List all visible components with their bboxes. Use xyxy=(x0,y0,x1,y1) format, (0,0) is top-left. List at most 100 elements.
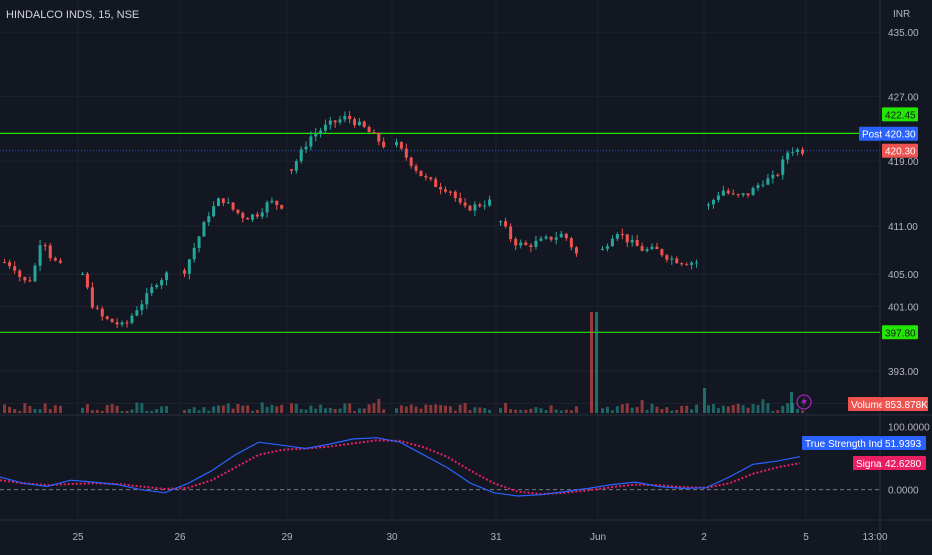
volume-bar xyxy=(605,406,609,413)
volume-bar xyxy=(85,404,89,413)
volume-bar xyxy=(13,409,17,413)
candle-body xyxy=(488,199,492,206)
candle-body xyxy=(333,120,337,123)
candle-body xyxy=(559,233,563,238)
volume-bar xyxy=(695,404,699,413)
price-tick-label: 401.00 xyxy=(888,302,919,313)
volume-bar xyxy=(130,409,134,413)
candle-body xyxy=(439,187,443,190)
volume-bar xyxy=(100,410,104,413)
candle-body xyxy=(100,308,104,317)
time-tick-label: 2 xyxy=(701,532,707,543)
volume-bar xyxy=(382,409,386,413)
volume-bar xyxy=(751,404,755,413)
indicator-tick-label: 100.0000 xyxy=(888,422,930,433)
candle-body xyxy=(544,236,548,239)
candle-body xyxy=(650,246,654,250)
volume-bar xyxy=(23,403,27,413)
candle-body xyxy=(270,200,274,203)
currency-label: INR xyxy=(893,9,911,20)
candle-body xyxy=(615,234,619,239)
post-price-tag-text: 420.30 xyxy=(885,130,916,141)
volume-bar xyxy=(333,409,337,413)
candle-body xyxy=(221,198,225,203)
volume-bar xyxy=(509,409,513,413)
candle-body xyxy=(564,233,568,239)
volume-bar xyxy=(58,405,62,413)
candle-body xyxy=(81,273,84,275)
candle-body xyxy=(130,315,134,323)
level-tag-lower: 397.80 xyxy=(882,325,918,340)
volume-bar xyxy=(212,406,216,413)
volume-bar xyxy=(202,407,206,413)
signal-value-tag-text: 42.6280 xyxy=(885,459,922,470)
candle-body xyxy=(382,141,386,148)
candle-body xyxy=(251,214,254,220)
volume-bar xyxy=(145,410,149,413)
volume-bar xyxy=(140,403,144,413)
candle-body xyxy=(48,245,52,259)
level-tag-upper: 422.45 xyxy=(882,107,918,122)
volume-bar xyxy=(81,407,84,413)
candle-body xyxy=(519,242,523,246)
candle-body xyxy=(314,133,318,137)
candle-body xyxy=(18,270,22,278)
volume-bar xyxy=(8,406,12,413)
volume-bar xyxy=(690,409,694,413)
candle-body xyxy=(463,202,467,206)
volume-bar xyxy=(309,405,313,413)
candle-body xyxy=(761,184,765,186)
volume-bar xyxy=(655,406,659,413)
candle-body xyxy=(212,206,216,217)
level-tag-lower-bg xyxy=(882,325,918,340)
candle-body xyxy=(290,169,293,171)
candle-body xyxy=(458,198,462,203)
volume-bar xyxy=(18,410,22,413)
candle-body xyxy=(304,146,308,150)
volume-bar xyxy=(519,409,523,413)
candle-body xyxy=(3,262,6,264)
post-label-tag: Post xyxy=(859,126,882,141)
candle-body xyxy=(504,221,508,227)
candle-body xyxy=(695,262,699,264)
candle-body xyxy=(665,255,669,260)
candle-body xyxy=(338,119,342,123)
volume-bar xyxy=(736,403,740,413)
candle-body xyxy=(38,245,42,266)
time-tick-label: Jun xyxy=(590,532,606,543)
candle-body xyxy=(529,245,533,247)
volume-bar xyxy=(601,408,604,413)
volume-bar xyxy=(448,406,452,413)
candle-body xyxy=(721,190,725,196)
candle-body xyxy=(645,249,649,251)
level-tag-upper-bg xyxy=(882,107,918,122)
volume-bar xyxy=(741,405,745,413)
candle-body xyxy=(726,190,730,194)
price-tick-label: 393.00 xyxy=(888,367,919,378)
candle-body xyxy=(150,287,154,294)
signal-value-tag: 42.6280 xyxy=(882,456,926,470)
candle-body xyxy=(448,191,452,193)
volume-label-tag: Volume xyxy=(848,397,885,411)
price-tick-label: 419.00 xyxy=(888,157,919,168)
volume-bar xyxy=(275,406,279,413)
volume-bar xyxy=(135,402,139,413)
signal-line xyxy=(0,439,801,496)
candle-body xyxy=(309,136,313,147)
lightning-icon-ring xyxy=(796,394,812,410)
volume-bar xyxy=(110,404,114,413)
volume-bar xyxy=(483,407,487,413)
candle-body xyxy=(534,240,538,247)
volume-bar xyxy=(640,399,644,413)
volume-bar xyxy=(439,405,443,413)
candle-body xyxy=(791,151,795,153)
volume-bar xyxy=(660,409,664,413)
candle-body xyxy=(630,240,634,243)
candle-body xyxy=(85,273,89,288)
volume-bar xyxy=(574,406,578,413)
candle-body xyxy=(685,264,689,266)
volume-bar xyxy=(236,403,240,413)
volume-bar xyxy=(716,408,720,413)
